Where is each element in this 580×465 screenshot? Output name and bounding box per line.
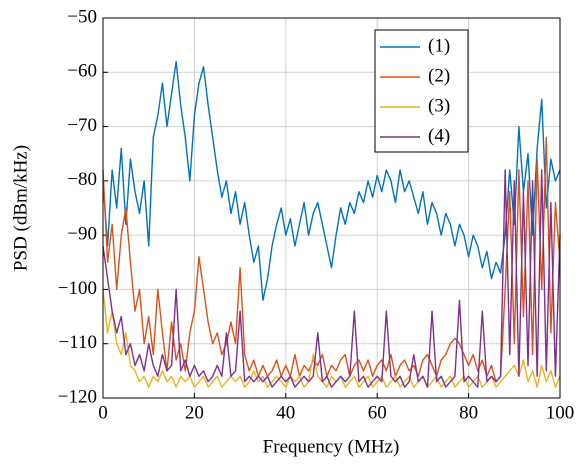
y-axis-label: PSD (dBm/kHz) xyxy=(10,145,31,271)
x-axis-label: Frequency (MHz) xyxy=(263,436,400,457)
y-tick-label: −120 xyxy=(58,386,97,407)
y-tick-label: −60 xyxy=(67,61,97,82)
x-tick-label: 100 xyxy=(546,402,575,423)
legend-label: (4) xyxy=(428,125,450,146)
y-tick-label: −100 xyxy=(58,278,97,299)
series-line xyxy=(102,136,561,383)
series-line xyxy=(102,289,561,388)
x-tick-label: 0 xyxy=(98,402,108,423)
x-tick-label: 80 xyxy=(459,402,478,423)
legend-label: (1) xyxy=(428,35,450,56)
y-tick-label: −90 xyxy=(67,224,97,245)
y-tick-label: −80 xyxy=(67,169,97,190)
series-line xyxy=(102,60,561,301)
y-tick-label: −110 xyxy=(58,332,97,353)
y-tick-label: −50 xyxy=(67,6,97,27)
plot-frame xyxy=(102,17,561,399)
legend-box xyxy=(374,29,469,153)
x-tick-label: 40 xyxy=(276,402,295,423)
series-line xyxy=(102,169,561,388)
legend-label: (2) xyxy=(428,65,450,86)
y-tick-label: −70 xyxy=(67,115,97,136)
x-tick-label: 60 xyxy=(368,402,387,423)
legend-label: (3) xyxy=(428,95,450,116)
x-tick-label: 20 xyxy=(185,402,204,423)
